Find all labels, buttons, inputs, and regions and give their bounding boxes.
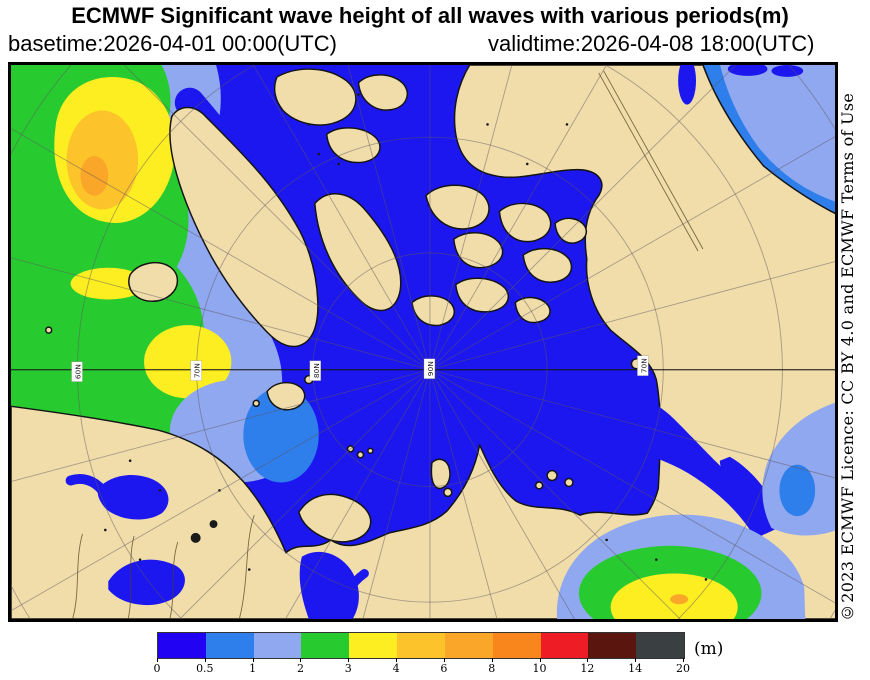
colorbar-tick-label: 1 bbox=[249, 662, 257, 675]
colorbar-cell bbox=[588, 633, 637, 658]
svg-text:90N: 90N bbox=[426, 361, 435, 376]
colorbar-tickmark bbox=[491, 658, 493, 662]
colorbar-tickmark bbox=[348, 658, 350, 662]
colorbar-tickmark bbox=[252, 658, 254, 662]
colorbar-tick-label: 0.5 bbox=[196, 662, 214, 675]
colorbar-cell bbox=[492, 633, 541, 658]
colorbar-tickmark bbox=[539, 658, 541, 662]
graticule bbox=[11, 65, 835, 619]
chukchi-sea-channel bbox=[559, 381, 777, 539]
colorbar-tickmark bbox=[157, 658, 158, 662]
latitude-label-80n: 80N bbox=[309, 360, 321, 381]
map-frame: 60N 70N 80N 90N 70N bbox=[8, 62, 838, 622]
continental-landmass bbox=[11, 65, 835, 619]
copyright-vertical: ©2023 ECMWF Licence: CC BY 4.0 and ECMWF… bbox=[838, 92, 857, 622]
colorbar-tick-label: 20 bbox=[676, 662, 690, 675]
colorbar-cell bbox=[349, 633, 398, 658]
political-borders bbox=[72, 70, 704, 619]
colorbar-cell bbox=[301, 633, 350, 658]
colorbar-tick-label: 12 bbox=[580, 662, 595, 675]
colorbar-tickmark bbox=[396, 658, 398, 662]
colorbar-cell bbox=[158, 633, 206, 658]
iceland-island bbox=[128, 261, 179, 302]
colorbar-tickmark bbox=[300, 658, 302, 662]
colorbar-tick-label: 6 bbox=[440, 662, 448, 675]
colorbar-tickmark bbox=[587, 658, 589, 662]
terrain-specks bbox=[104, 93, 708, 581]
overlay-seas bbox=[65, 65, 835, 619]
colorbar-tickmark bbox=[683, 658, 684, 662]
latitude-label-pole: 90N bbox=[423, 358, 436, 379]
colorbar-tick-label: 4 bbox=[392, 662, 400, 675]
colorbar-tickmark bbox=[443, 658, 445, 662]
validtime-label: validtime:2026-04-08 18:00(UTC) bbox=[488, 31, 815, 56]
colorbar-cell bbox=[397, 633, 445, 658]
colorbar-tick-label: 10 bbox=[532, 662, 547, 675]
svg-text:80N: 80N bbox=[312, 363, 321, 378]
colorbar-tickmark bbox=[204, 658, 206, 662]
colorbar-cell bbox=[540, 633, 589, 658]
colorbar-ticks: 0 0.5 1 2 3 4 6 8 10 12 14 20 bbox=[153, 658, 690, 675]
colorbar-cell bbox=[444, 633, 493, 658]
svg-text:60N: 60N bbox=[73, 364, 82, 379]
colorbar-cell bbox=[636, 633, 684, 658]
colorbar-tickmark bbox=[635, 658, 637, 662]
svg-text:70N: 70N bbox=[193, 363, 202, 378]
colorbar-tick-label: 3 bbox=[344, 662, 352, 675]
arctic-map-svg: 60N 70N 80N 90N 70N bbox=[11, 65, 835, 619]
baltic-sea bbox=[108, 559, 185, 606]
colorbar-tick-label: 0 bbox=[153, 662, 161, 675]
latitude-label-70n-east: 70N bbox=[637, 355, 649, 376]
colorbar: 0 0.5 1 2 3 4 6 8 10 12 14 20 (m) bbox=[153, 632, 757, 676]
colorbar-tick-label: 2 bbox=[296, 662, 304, 675]
page-title: ECMWF Significant wave height of all wav… bbox=[71, 3, 789, 28]
latitude-label-60n: 60N bbox=[71, 361, 83, 382]
colorbar-cell bbox=[205, 633, 254, 658]
colorbar-unit: (m) bbox=[694, 639, 724, 659]
greenland-landmass bbox=[169, 106, 319, 348]
white-sea bbox=[97, 475, 169, 520]
colorbar-cell bbox=[253, 633, 302, 658]
svg-text:70N: 70N bbox=[639, 358, 648, 373]
latitude-label-70n: 70N bbox=[190, 360, 202, 381]
colorbar-segments bbox=[157, 632, 685, 659]
colorbar-tick-label: 14 bbox=[628, 662, 643, 675]
colorbar-tick-label: 8 bbox=[488, 662, 496, 675]
basetime-label: basetime:2026-04-01 00:00(UTC) bbox=[8, 31, 337, 56]
latitude-labels: 60N 70N 80N 90N 70N bbox=[71, 355, 649, 382]
